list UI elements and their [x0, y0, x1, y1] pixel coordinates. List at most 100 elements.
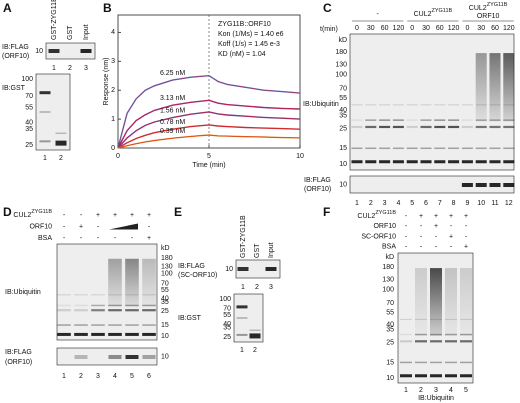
marker-label: 25	[339, 125, 347, 132]
band	[448, 160, 460, 164]
band	[249, 329, 261, 331]
band	[430, 361, 442, 364]
marker-label: 180	[335, 49, 347, 56]
band	[392, 147, 404, 150]
panel-letter: D	[3, 205, 12, 219]
marker-label: 35	[386, 327, 394, 334]
y-tick-label: 4	[111, 29, 115, 36]
marker-label: 10	[35, 48, 43, 55]
smear	[108, 258, 122, 307]
marker-label: 55	[161, 287, 169, 294]
marker-label: 100	[21, 76, 33, 83]
band	[434, 104, 446, 106]
band	[236, 333, 248, 336]
label-base: CUL2	[469, 5, 487, 12]
blot-label: IB:Ubiquitin	[5, 289, 41, 296]
smear	[445, 268, 457, 336]
band	[125, 324, 139, 326]
band	[475, 104, 487, 106]
smear	[460, 268, 472, 336]
blot	[349, 175, 515, 194]
band	[379, 147, 391, 150]
annotation: Kon (1/Ms) = 1.40 e6	[218, 31, 284, 38]
band	[379, 125, 391, 129]
fit-curve	[117, 124, 301, 149]
label-sup: ZYG11B	[432, 8, 453, 14]
marker-label: 55	[386, 309, 394, 316]
marker-label: 70	[25, 93, 33, 100]
sign: -	[80, 235, 83, 242]
gradient-triangle	[109, 223, 138, 230]
curve-label: 0.78 nM	[160, 119, 185, 126]
lane-number: 2	[369, 200, 373, 207]
time-value: 60	[436, 25, 444, 32]
band	[80, 49, 92, 53]
lane-number: 3	[434, 387, 438, 394]
label-base: CUL2	[13, 212, 31, 219]
marker-label: 35	[339, 112, 347, 119]
band	[365, 119, 377, 121]
lane-number: 6	[424, 200, 428, 207]
band	[434, 147, 446, 150]
sign: -	[131, 235, 134, 242]
smear	[125, 258, 139, 307]
band	[74, 294, 88, 296]
band	[420, 160, 432, 164]
panel-letter: F	[323, 205, 330, 219]
band	[406, 125, 418, 129]
band	[434, 119, 446, 121]
band	[489, 183, 501, 187]
band	[445, 361, 457, 364]
row-label: SC-ORF10	[361, 233, 396, 240]
x-tick-label: 10	[296, 153, 304, 160]
band	[91, 324, 105, 326]
band	[55, 140, 67, 146]
marker-label: 100	[161, 271, 173, 278]
marker-label: 180	[161, 255, 173, 262]
band	[460, 318, 472, 320]
band	[460, 374, 472, 378]
time-value: 60	[381, 25, 389, 32]
blot-label: IB:FLAG	[178, 263, 205, 270]
band	[108, 355, 122, 359]
band	[461, 160, 473, 164]
blot	[35, 73, 71, 151]
marker-label: 25	[161, 308, 169, 315]
lane-number: 9	[465, 200, 469, 207]
lane-number: 2	[68, 65, 72, 72]
blot-label: IB:GST	[2, 85, 26, 92]
sign: -	[63, 212, 66, 219]
lane-number: 2	[255, 284, 259, 291]
sign: -	[148, 223, 151, 230]
row-label: BSA	[382, 244, 396, 251]
lane-number: 3	[96, 373, 100, 380]
band	[461, 147, 473, 150]
band	[430, 333, 442, 336]
band	[351, 119, 363, 121]
band	[406, 160, 418, 164]
fit-curve	[117, 100, 301, 149]
sign: -	[420, 223, 423, 230]
sign: -	[97, 235, 100, 242]
band	[503, 104, 515, 106]
band	[420, 119, 432, 121]
sign: +	[464, 213, 468, 220]
band	[420, 104, 432, 106]
band	[430, 318, 442, 320]
lane-number: 1	[241, 284, 245, 291]
lane-number: 5	[130, 373, 134, 380]
band	[489, 119, 501, 121]
band	[503, 160, 515, 164]
band	[91, 304, 105, 307]
lane-number: 5	[464, 387, 468, 394]
column-label: GST-ZYG11B	[240, 215, 247, 258]
marker-label: 35	[161, 299, 169, 306]
band	[460, 340, 472, 343]
band	[445, 318, 457, 320]
lane-number: 2	[419, 387, 423, 394]
band	[125, 309, 139, 312]
blot-label: IB:FLAG	[304, 177, 331, 184]
annotation: Koff (1/s) = 1.45 e-3	[218, 41, 280, 48]
time-label: t(min)	[320, 26, 338, 33]
marker-label: 10	[225, 266, 233, 273]
